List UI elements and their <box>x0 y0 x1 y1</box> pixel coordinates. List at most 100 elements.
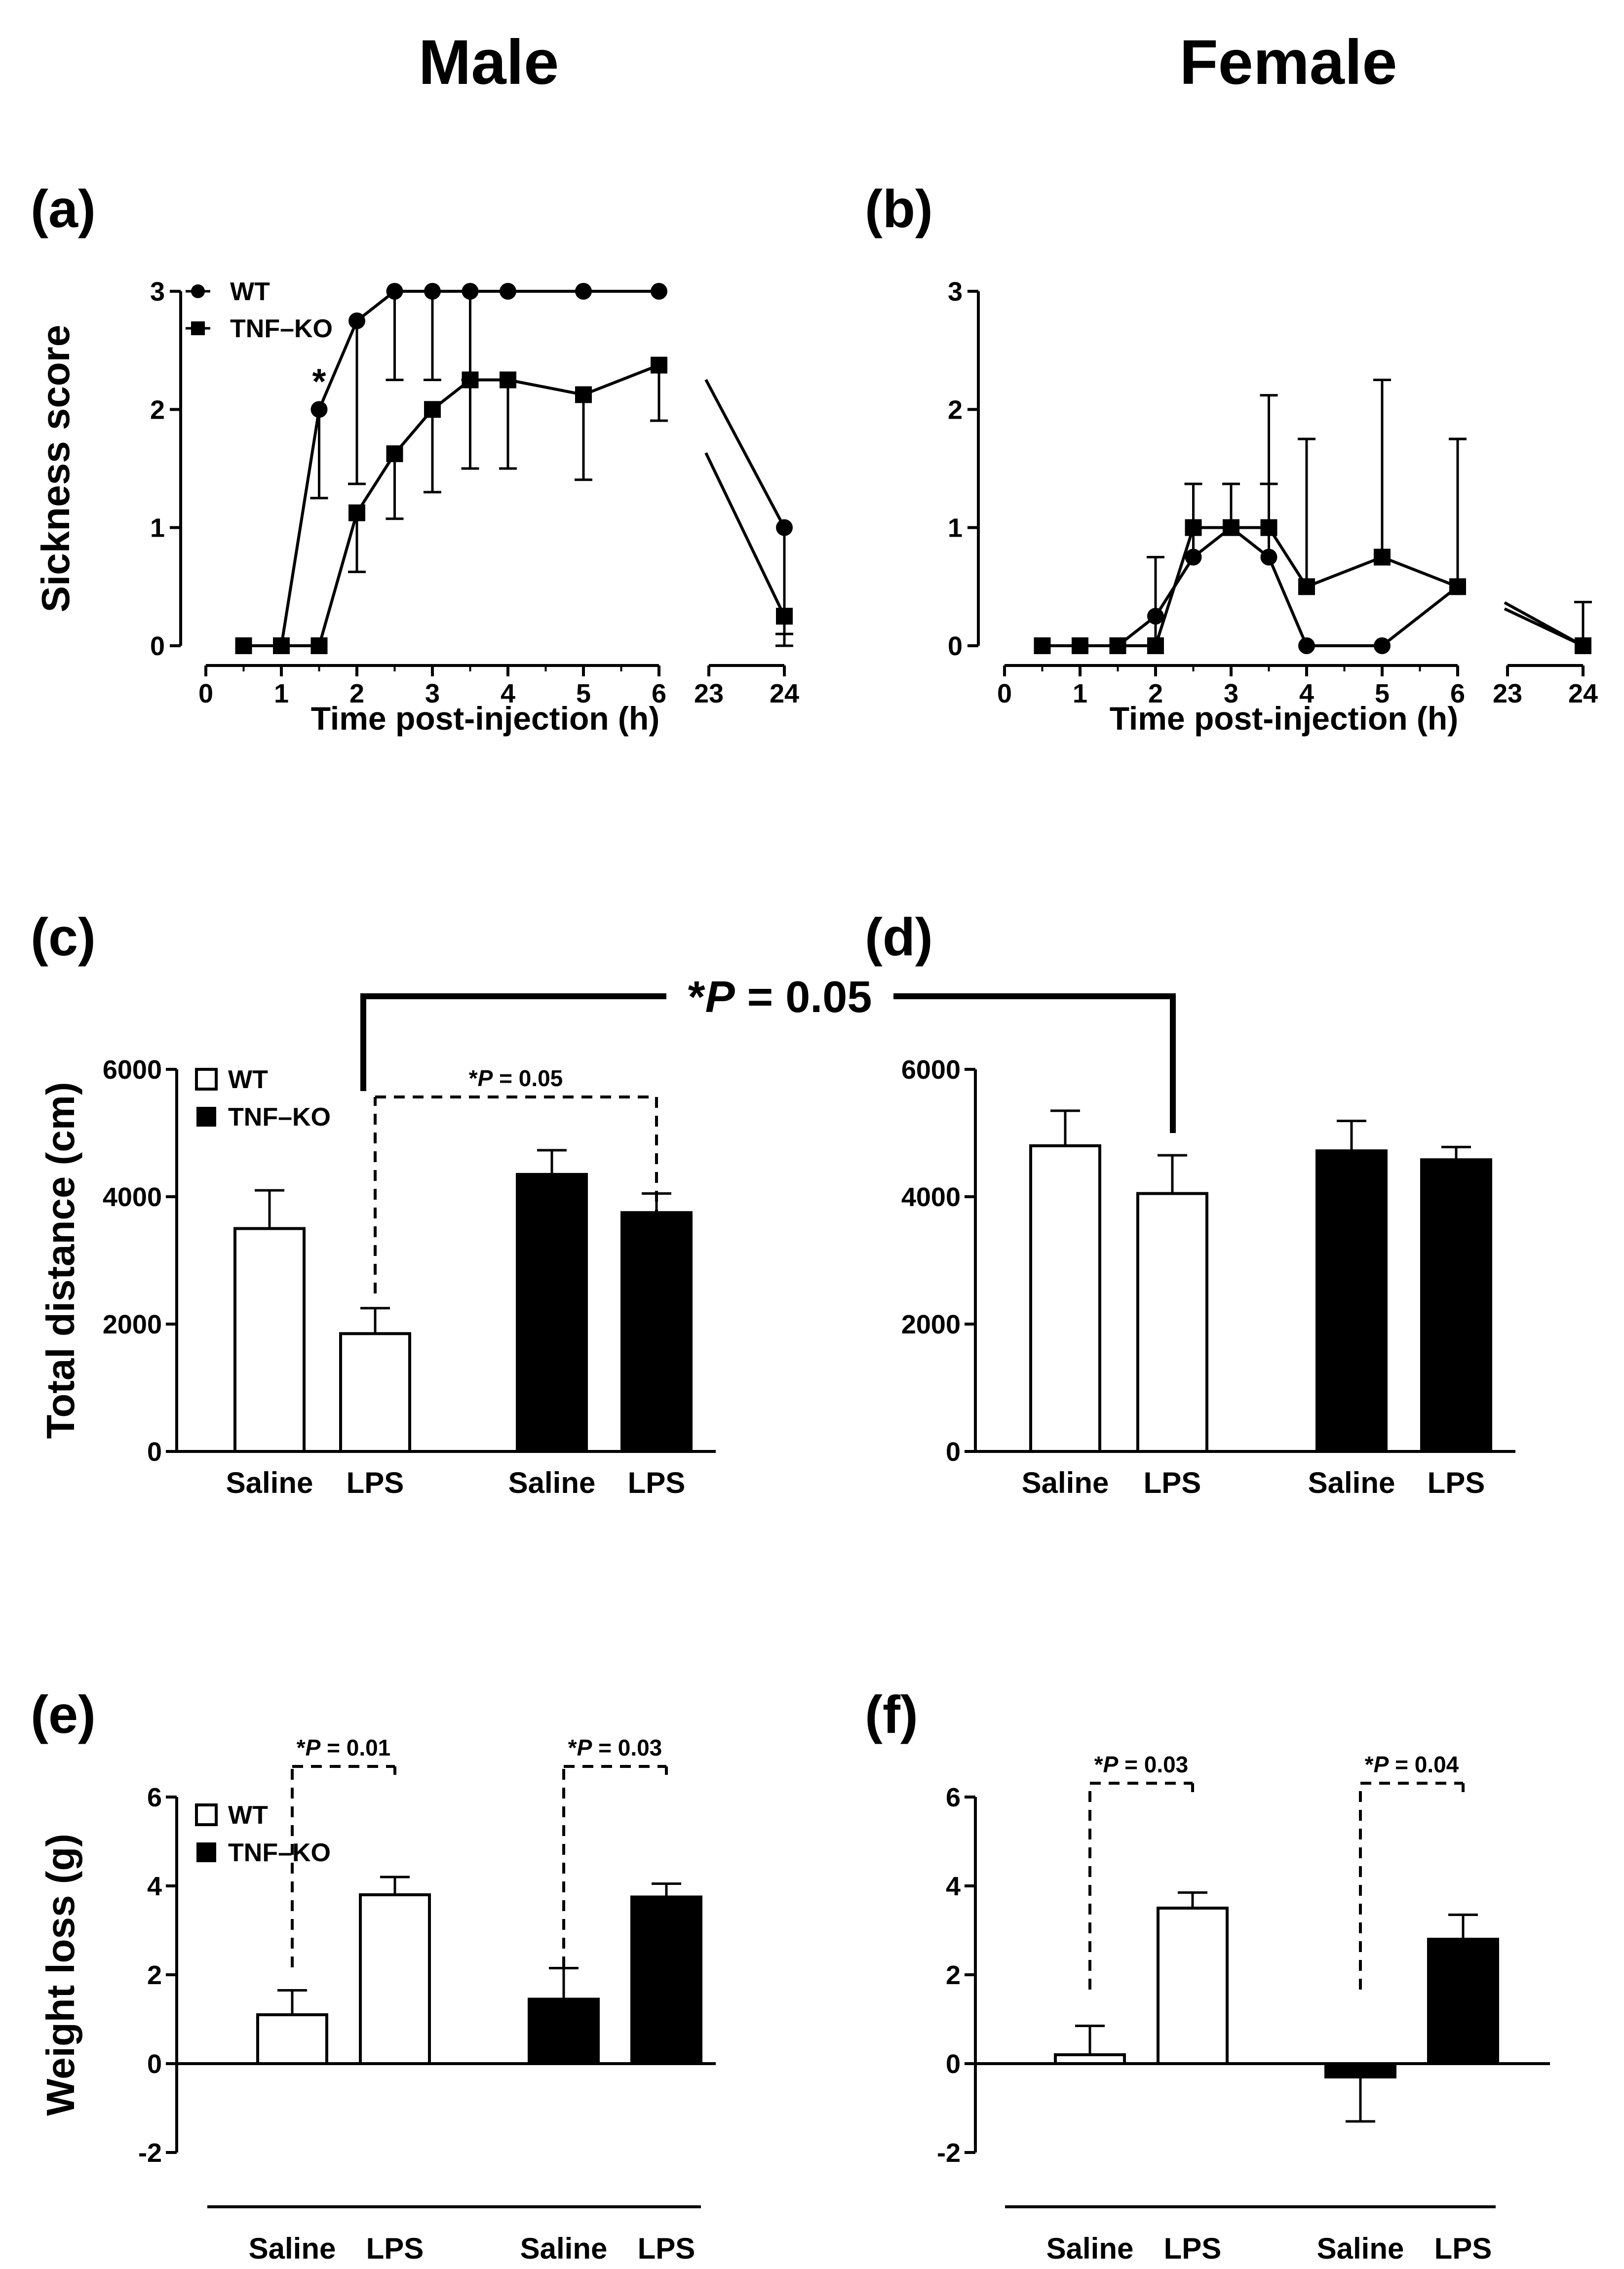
x-tick-label: 1 <box>1073 679 1087 708</box>
x-tick-label: 2 <box>349 679 364 708</box>
panel-letter-d: (d) <box>865 907 933 967</box>
bar-tnf-ko <box>630 1895 702 2065</box>
x-tick-label: 5 <box>576 679 591 708</box>
series-line-tnf <box>1042 526 1459 647</box>
panel-letter-a: (a) <box>31 179 96 238</box>
y-tick-label: 1 <box>948 513 963 543</box>
data-point-tnf-ko <box>1034 637 1051 654</box>
bar-tnf-ko <box>1315 1149 1388 1453</box>
bar-tnf-ko <box>620 1211 693 1453</box>
x-tick-label: 5 <box>1375 679 1390 708</box>
y-tick-label: 0 <box>147 1437 162 1467</box>
data-point-tnf-ko <box>575 386 592 403</box>
panel-e-chart: -2 0 2 4 6 Saline LPS Saline LPS Weight loss (g) W… <box>39 1735 716 2265</box>
y-axis-title: Sickness score <box>34 325 77 613</box>
data-point-tnf-ko <box>235 637 252 654</box>
y-axis-title: Total distance (cm) <box>39 1082 82 1439</box>
category-label: LPS <box>1428 1466 1485 1499</box>
y-tick-label: -2 <box>937 2138 961 2168</box>
data-point-tnf-ko <box>462 371 479 389</box>
y-tick-label: 6000 <box>103 1055 162 1085</box>
x-tick-label: 4 <box>501 679 515 708</box>
data-point-wt <box>1298 637 1315 654</box>
y-tick-label: 2 <box>948 395 963 425</box>
data-point-wt <box>424 283 441 300</box>
legend-label-wt: WT <box>230 277 270 306</box>
data-point-tnf-ko <box>1449 578 1466 595</box>
bar-tnf-ko <box>516 1173 588 1453</box>
y-tick-label: 1 <box>150 513 165 543</box>
col-title-male: Male <box>419 27 559 98</box>
data-point-tnf-ko <box>1298 578 1315 595</box>
x-tick-label: 24 <box>1568 679 1598 708</box>
legend-marker-tnf-ko <box>191 321 205 335</box>
category-label: LPS <box>638 2232 696 2265</box>
data-point-tnf-ko <box>500 371 516 389</box>
x-tick-label: 1 <box>274 679 289 708</box>
category-label: Saline <box>1308 1466 1395 1499</box>
panel-letter-c: (c) <box>31 907 96 967</box>
category-label: Saline <box>1046 2232 1134 2265</box>
legend-swatch-wt <box>195 1068 218 1091</box>
data-point-wt <box>386 283 403 300</box>
y-tick-label: 2 <box>147 1960 162 1990</box>
x-tick-label: 0 <box>198 679 213 708</box>
y-tick-label: 4 <box>946 1872 961 1901</box>
bar-wt <box>233 1227 306 1453</box>
x-tick-label: 3 <box>1224 679 1238 708</box>
category-label: LPS <box>1434 2232 1492 2265</box>
bar-tnf-ko <box>528 1997 600 2065</box>
series-break-line-tnf <box>1504 601 1584 647</box>
y-tick-label: 6000 <box>901 1055 961 1085</box>
x-tick-label: 24 <box>770 679 799 708</box>
x-axis-title: Time post-injection (h) <box>311 700 659 737</box>
y-tick-label: 0 <box>946 1437 961 1467</box>
data-point-wt <box>651 283 667 300</box>
y-tick-label: 3 <box>150 277 165 307</box>
col-title-female: Female <box>1179 27 1397 98</box>
panel-letter-f: (f) <box>865 1684 918 1744</box>
data-point-wt <box>575 283 592 300</box>
data-point-wt <box>1374 637 1391 654</box>
category-label: Saline <box>520 2232 608 2265</box>
cross-panel-p-value: *P = 0.05 <box>688 973 872 1022</box>
category-label: Saline <box>508 1466 596 1499</box>
x-tick-label: 6 <box>1450 679 1465 708</box>
category-label: Saline <box>1022 1466 1109 1499</box>
comparison-p-value: *P = 0.01 <box>297 1735 391 1760</box>
comparison-p-value: *P = 0.04 <box>1365 1752 1459 1777</box>
significance-star: * <box>312 362 326 401</box>
legend-label-tnf-ko: TNF–KO <box>228 1839 331 1867</box>
data-point-tnf-ko <box>386 445 403 463</box>
bar-wt <box>256 2013 328 2065</box>
bar-tnf-ko <box>1427 1938 1499 2065</box>
data-point-wt <box>1185 548 1202 566</box>
y-tick-label: 2 <box>946 1960 961 1990</box>
y-tick-label: 4 <box>147 1872 162 1901</box>
series-break-line-tnf <box>704 452 786 617</box>
data-point-wt <box>1260 548 1277 566</box>
data-point-wt <box>348 312 365 329</box>
data-point-tnf-ko <box>1260 519 1277 536</box>
x-tick-label: 0 <box>997 679 1012 708</box>
y-tick-label: -2 <box>138 2138 162 2168</box>
y-tick-label: 2000 <box>103 1310 162 1339</box>
x-tick-label: 4 <box>1299 679 1314 708</box>
legend-swatch-tnf-ko <box>196 1842 216 1862</box>
y-tick-label: 2 <box>150 395 165 425</box>
category-label: LPS <box>1164 2232 1222 2265</box>
comparison-p-value: *P = 0.03 <box>568 1735 662 1760</box>
bar-wt <box>1136 1192 1208 1453</box>
series-line-tnf <box>243 363 660 647</box>
category-label: Saline <box>226 1466 313 1499</box>
data-point-tnf-ko <box>1147 637 1164 654</box>
series-line-wt <box>1042 525 1459 647</box>
y-axis-title: Weight loss (g) <box>39 1834 82 2116</box>
y-tick-label: 3 <box>948 277 963 307</box>
legend-label-tnf-ko: TNF–KO <box>228 1103 331 1132</box>
bar-wt <box>1029 1144 1101 1453</box>
panel-f-chart: -2 0 2 4 6 Saline LPS Saline LPS *P = 0.03 *P = 0.… <box>937 1752 1550 2265</box>
